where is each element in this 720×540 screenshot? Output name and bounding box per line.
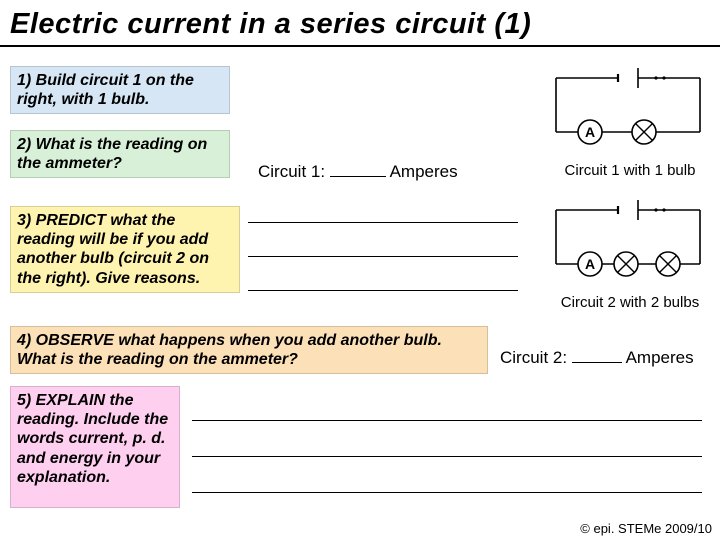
circuit2-prefix: Circuit 2: [500, 348, 572, 367]
circuit2-suffix: Amperes [622, 348, 694, 367]
question-2: 2) What is the reading on the ammeter? [10, 130, 230, 178]
answer-line[interactable] [192, 456, 702, 457]
page-title: Electric current in a series circuit (1) [0, 0, 720, 47]
circuit2-blank[interactable] [572, 346, 622, 363]
copyright: © epi. STEMe 2009/10 [580, 521, 712, 536]
answer-line[interactable] [192, 420, 702, 421]
circuit-2-diagram: A [548, 198, 708, 288]
circuit1-blank[interactable] [330, 160, 386, 177]
answer-line[interactable] [248, 290, 518, 291]
circuit-1-diagram: A [548, 66, 708, 156]
answer-line[interactable] [248, 256, 518, 257]
answer-line[interactable] [192, 492, 702, 493]
question-5: 5) EXPLAIN the reading. Include the word… [10, 386, 180, 508]
question-1: 1) Build circuit 1 on the right, with 1 … [10, 66, 230, 114]
svg-text:A: A [585, 124, 595, 140]
svg-text:A: A [585, 256, 595, 272]
circuit1-prefix: Circuit 1: [258, 162, 330, 181]
circuit-1-caption: Circuit 1 with 1 bulb [545, 162, 715, 179]
circuit1-answer-line: Circuit 1: Amperes [258, 160, 458, 182]
circuit1-suffix: Amperes [386, 162, 458, 181]
question-4: 4) OBSERVE what happens when you add ano… [10, 326, 488, 374]
circuit2-answer-line: Circuit 2: Amperes [500, 346, 694, 368]
circuit-2-caption: Circuit 2 with 2 bulbs [545, 294, 715, 311]
answer-line[interactable] [248, 222, 518, 223]
question-3: 3) PREDICT what the reading will be if y… [10, 206, 240, 293]
